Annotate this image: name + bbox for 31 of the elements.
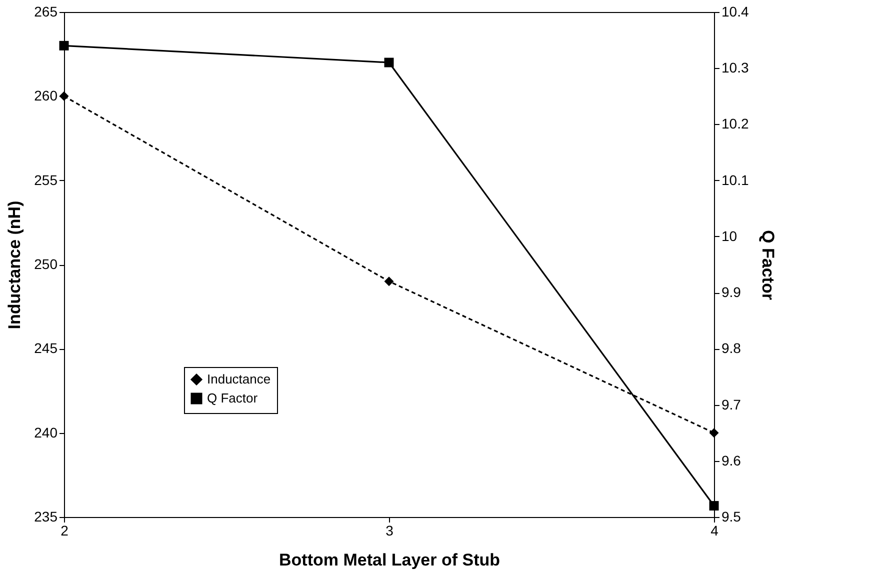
point <box>709 501 719 511</box>
y2-tick-label: 9.9 <box>722 284 742 300</box>
y2-tick-label: 10.2 <box>722 116 749 132</box>
y-tick-label: 255 <box>34 172 58 188</box>
y-tick-label: 260 <box>34 88 58 104</box>
y2-tick-label: 9.5 <box>722 508 742 524</box>
legend-label: Inductance <box>207 372 271 386</box>
y2-tick-label: 9.8 <box>722 340 742 356</box>
x-tick-label: 3 <box>386 522 394 538</box>
y2-axis-title: Q Factor <box>758 230 778 300</box>
point <box>59 40 69 50</box>
y2-tick-label: 10.3 <box>722 60 749 76</box>
y2-tick-label: 10.4 <box>722 4 749 20</box>
legend-label: Q Factor <box>207 390 258 406</box>
y-axis-title: Inductance (nH) <box>5 200 24 330</box>
y2-tick-label: 10.1 <box>722 172 749 188</box>
point <box>384 58 394 68</box>
y2-tick-label: 10 <box>722 228 738 244</box>
point <box>709 428 719 438</box>
y-tick-label: 265 <box>34 4 58 20</box>
y2-tick-label: 9.7 <box>722 396 742 412</box>
y-tick-label: 240 <box>34 424 58 440</box>
x-tick-label: 2 <box>60 522 69 538</box>
x-axis-title: Bottom Metal Layer of Stub <box>278 550 500 570</box>
y2-tick-label: 9.6 <box>722 452 742 468</box>
point <box>59 91 69 101</box>
y-tick-label: 245 <box>34 340 58 356</box>
y-tick-label: 250 <box>34 256 58 272</box>
y-tick-label: 235 <box>34 508 58 524</box>
x-tick-label: 4 <box>710 522 719 538</box>
point <box>384 276 394 286</box>
